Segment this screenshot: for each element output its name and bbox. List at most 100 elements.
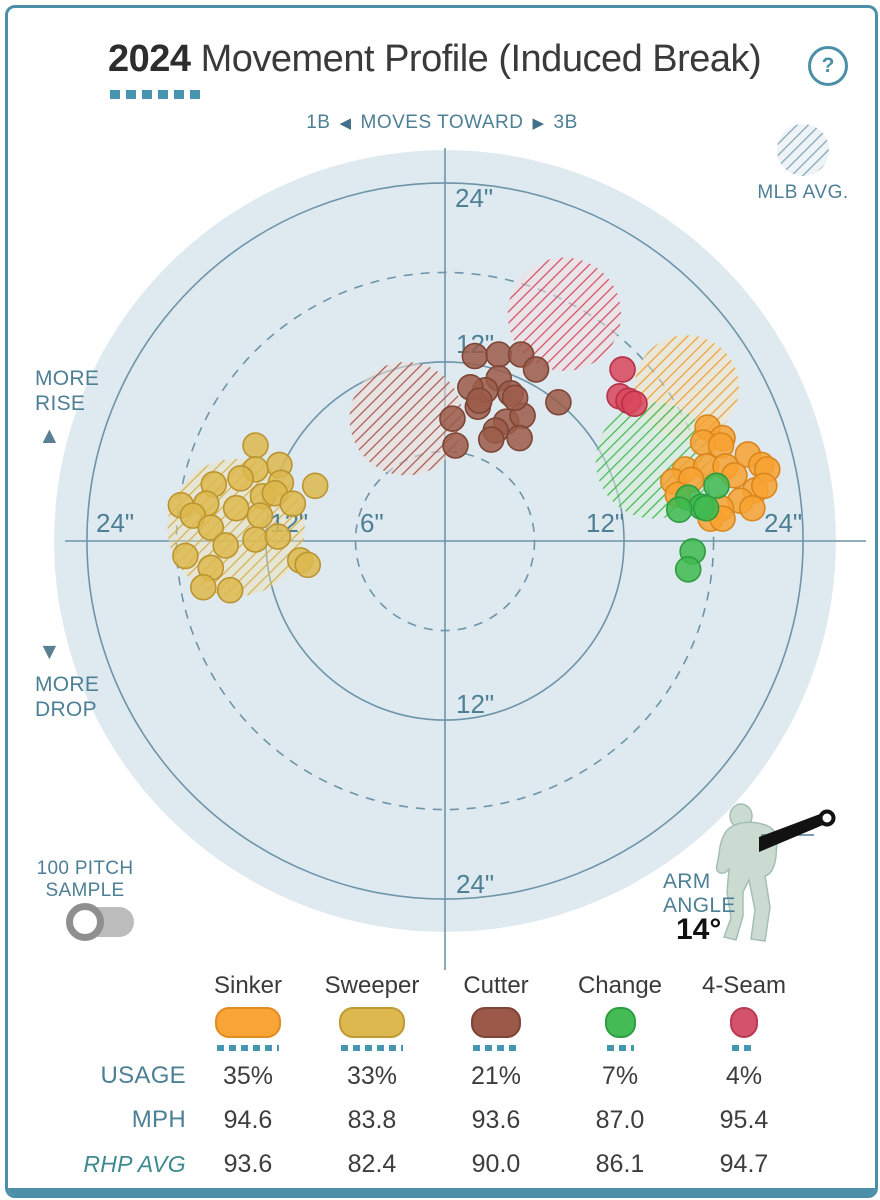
pitch-dot-cutter[interactable] bbox=[522, 356, 550, 383]
arm-angle-figure bbox=[715, 803, 836, 942]
pitch-dot-sweeper[interactable] bbox=[172, 542, 199, 570]
pitch-header-change: Change bbox=[577, 972, 663, 999]
ring-label-right-12: 12" bbox=[586, 508, 624, 538]
pitch-pill-sinker bbox=[215, 1007, 281, 1038]
rhpavg-cutter: 90.0 bbox=[471, 1149, 521, 1178]
pitch-dot-cutter[interactable] bbox=[477, 426, 505, 453]
pitch-dot-sweeper[interactable] bbox=[301, 472, 329, 500]
usage-sinker: 35% bbox=[222, 1061, 274, 1090]
right-triangle-icon: ▶ bbox=[532, 115, 545, 132]
ring-label-left-6: 6" bbox=[360, 508, 384, 538]
mph-cutter: 93.6 bbox=[471, 1105, 521, 1134]
pitch-pill-change bbox=[604, 1007, 636, 1038]
pitch-dot-sweeper[interactable] bbox=[197, 514, 225, 541]
row-label-usage: USAGE bbox=[100, 1062, 186, 1089]
pitch-dot-fourseam[interactable] bbox=[609, 356, 636, 383]
ball-icon bbox=[818, 809, 836, 827]
pitch-pill-4seam bbox=[730, 1007, 758, 1038]
arm-angle-value: 14° bbox=[676, 913, 722, 946]
pill-underline bbox=[732, 1045, 756, 1051]
pitch-dot-sweeper[interactable] bbox=[242, 432, 269, 459]
pitch-dot-cutter[interactable] bbox=[466, 387, 493, 415]
row-label-mph: MPH bbox=[131, 1106, 186, 1133]
page-title: 2024 Movement Profile (Induced Break) bbox=[108, 38, 762, 81]
pill-underline bbox=[341, 1045, 403, 1051]
pitch-dot-fourseam[interactable] bbox=[621, 390, 648, 418]
pitch-dot-change[interactable] bbox=[703, 472, 730, 500]
pitch-table: Sinker Sweeper Cutter Change 4-Seam USAG… bbox=[8, 968, 868, 1186]
pitch-pill-sweeper bbox=[339, 1007, 405, 1038]
usage-cutter: 21% bbox=[470, 1061, 522, 1090]
pitch-header-sinker: Sinker bbox=[213, 972, 283, 999]
movement-plot: 24" 12" 12" 24" 24" 12" 6" 12" 24" bbox=[54, 124, 866, 970]
mph-sinker: 94.6 bbox=[223, 1105, 273, 1134]
drop-down-icon: ▼ bbox=[38, 638, 61, 664]
pill-underline bbox=[606, 1045, 634, 1051]
rise-up-icon: ▲ bbox=[38, 422, 61, 448]
mph-change: 87.0 bbox=[595, 1105, 645, 1134]
pitch-dot-sweeper[interactable] bbox=[242, 526, 269, 553]
pitcher-silhouette bbox=[715, 821, 778, 942]
pitch-dot-cutter[interactable] bbox=[442, 432, 469, 459]
pitch-dot-cutter[interactable] bbox=[501, 384, 529, 412]
title-year: 2024 bbox=[108, 38, 191, 80]
usage-sweeper: 33% bbox=[346, 1061, 398, 1090]
pitch-dot-cutter[interactable] bbox=[506, 424, 533, 452]
rhpavg-4seam: 94.7 bbox=[719, 1149, 769, 1178]
pitch-dot-sweeper[interactable] bbox=[189, 573, 217, 601]
help-button[interactable]: ? bbox=[808, 46, 848, 86]
row-label-rhp-avg: RHP AVG bbox=[83, 1150, 186, 1177]
mph-4seam: 95.4 bbox=[719, 1105, 769, 1134]
pitch-header-4seam: 4-Seam bbox=[701, 972, 787, 999]
ring-label-top-24: 24" bbox=[455, 183, 493, 213]
pitch-dot-change[interactable] bbox=[674, 556, 702, 583]
pitch-dot-sweeper[interactable] bbox=[279, 490, 307, 518]
usage-change: 7% bbox=[601, 1061, 639, 1090]
mlb-avg-fourseam bbox=[507, 257, 622, 371]
more-drop-label: MORE DROP bbox=[35, 673, 100, 721]
ring-label-right-24: 24" bbox=[764, 508, 802, 538]
left-triangle-icon: ◀ bbox=[339, 115, 352, 132]
pitch-dot-cutter[interactable] bbox=[439, 405, 466, 432]
pitch-dot-cutter[interactable] bbox=[461, 342, 489, 370]
pitch-dot-sweeper[interactable] bbox=[246, 502, 274, 529]
pill-underline bbox=[217, 1045, 279, 1051]
pitch-dot-sweeper[interactable] bbox=[227, 465, 254, 492]
mlb-avg-legend-swatch bbox=[777, 124, 829, 176]
more-rise-label: MORE RISE bbox=[35, 367, 100, 415]
rhpavg-sweeper: 82.4 bbox=[347, 1149, 397, 1178]
pitch-sample-toggle[interactable] bbox=[66, 903, 134, 941]
ring-label-bottom-24: 24" bbox=[456, 869, 494, 899]
label-moves-toward: MOVES TOWARD bbox=[360, 112, 524, 133]
label-3b: 3B bbox=[553, 112, 578, 133]
pitch-header-sweeper: Sweeper bbox=[324, 972, 420, 999]
pitch-dot-sweeper[interactable] bbox=[212, 532, 239, 559]
pitch-header-cutter: Cutter bbox=[463, 972, 529, 999]
pitch-dot-cutter[interactable] bbox=[485, 341, 513, 368]
pitch-dot-cutter[interactable] bbox=[545, 388, 572, 416]
pitch-dot-change[interactable] bbox=[692, 494, 720, 522]
moves-toward-caption: 1B ◀ MOVES TOWARD ▶ 3B bbox=[8, 112, 875, 134]
ring-label-left-24: 24" bbox=[96, 508, 134, 538]
toggle-knob[interactable] bbox=[66, 903, 104, 941]
ring-label-bottom-12: 12" bbox=[456, 689, 494, 719]
pitch-dot-sweeper[interactable] bbox=[222, 494, 250, 522]
arm-angle-label: ARM ANGLE bbox=[663, 870, 736, 917]
pitch-dot-change[interactable] bbox=[665, 496, 693, 523]
pitch-dot-sweeper[interactable] bbox=[216, 576, 244, 604]
pitch-dot-sweeper[interactable] bbox=[294, 551, 322, 579]
rhpavg-change: 86.1 bbox=[595, 1149, 645, 1178]
mlb-avg-label: MLB AVG. bbox=[757, 182, 849, 203]
pitch-dot-sinker[interactable] bbox=[739, 494, 766, 522]
mlb-avg-cutter bbox=[349, 361, 463, 476]
label-1b: 1B bbox=[306, 112, 331, 133]
title-text: Movement Profile (Induced Break) bbox=[200, 38, 762, 80]
movement-profile-card: 2024 Movement Profile (Induced Break) ? … bbox=[5, 5, 878, 1198]
pitch-pill-cutter bbox=[471, 1007, 521, 1038]
usage-4seam: 4% bbox=[725, 1061, 763, 1090]
pitch-dot-sinker[interactable] bbox=[750, 472, 778, 500]
title-underline bbox=[110, 90, 204, 99]
rhpavg-sinker: 93.6 bbox=[223, 1149, 273, 1178]
mph-sweeper: 83.8 bbox=[347, 1105, 397, 1134]
pitch-dot-sweeper[interactable] bbox=[264, 523, 292, 550]
